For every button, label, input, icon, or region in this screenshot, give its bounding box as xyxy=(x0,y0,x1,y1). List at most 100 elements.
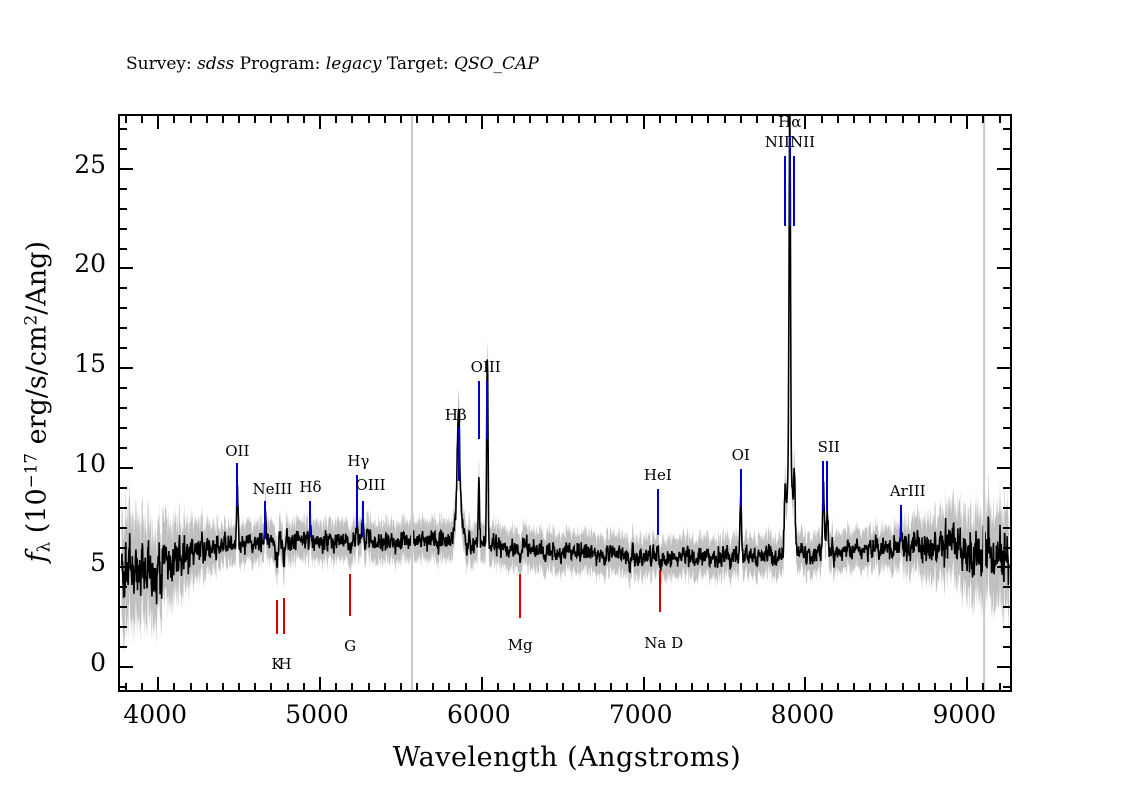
x-tick xyxy=(221,683,224,690)
y-tick-right xyxy=(1003,287,1010,290)
x-tick-top xyxy=(966,116,969,129)
x-tick-top xyxy=(755,116,758,123)
y-tick xyxy=(120,466,133,469)
emission-line-tick xyxy=(739,468,742,507)
x-tick xyxy=(254,683,257,690)
absorption-line-label: Na D xyxy=(644,634,684,653)
emission-line-label: SII xyxy=(817,437,840,456)
x-tick xyxy=(367,683,370,690)
x-tick xyxy=(399,683,402,690)
x-tick xyxy=(464,683,467,690)
x-tick xyxy=(594,683,597,690)
x-tick xyxy=(302,683,305,690)
x-tick-top xyxy=(950,116,953,123)
spectrum-plot: OII NeIII Hδ Hγ OIII Hβ OIII HeI OI NII Hα NII SII Ar… xyxy=(118,112,1012,692)
x-tick-top xyxy=(513,116,516,123)
emission-line-label: OIII xyxy=(355,475,386,494)
absorption-line-tick xyxy=(519,574,522,619)
x-tick xyxy=(610,683,613,690)
y-tick xyxy=(120,686,127,688)
emission-line-tick xyxy=(784,155,787,226)
emission-line-tick xyxy=(788,135,791,226)
header-line-survey: Survey: sdss Program: legacy Target: QSO… xyxy=(126,54,539,74)
x-tick xyxy=(707,683,710,690)
y-tick xyxy=(120,167,133,170)
x-tick xyxy=(998,683,1001,690)
y-tick xyxy=(120,566,133,569)
x-tick-top xyxy=(982,116,985,123)
x-tick-label: 8000 xyxy=(770,700,835,729)
x-tick-label: 9000 xyxy=(932,700,997,729)
x-tick xyxy=(869,683,872,690)
x-tick xyxy=(739,683,742,690)
x-tick xyxy=(917,683,920,690)
x-tick xyxy=(448,683,451,690)
x-tick xyxy=(966,677,969,690)
y-tick-right xyxy=(997,167,1010,170)
x-tick xyxy=(351,683,354,690)
x-tick-top xyxy=(480,116,483,129)
y-tick-right xyxy=(1003,207,1010,210)
emission-line-tick xyxy=(656,488,659,535)
emission-line-label: NeIII xyxy=(252,479,293,498)
y-tick xyxy=(120,267,133,270)
emission-line-label: OII xyxy=(225,441,250,460)
y-tick xyxy=(120,406,127,409)
y-tick xyxy=(120,426,127,429)
emission-line-label: NII xyxy=(764,132,790,151)
emission-line-label: Hα xyxy=(778,112,802,131)
x-tick-top xyxy=(626,116,629,123)
x-tick xyxy=(626,683,629,690)
x-tick xyxy=(675,683,678,690)
emission-line-tick xyxy=(793,155,796,226)
x-tick-top xyxy=(658,116,661,123)
x-tick xyxy=(561,683,564,690)
y-tick xyxy=(120,626,127,629)
y-tick xyxy=(120,367,133,370)
y-tick xyxy=(120,287,127,290)
program-value: legacy xyxy=(325,54,382,74)
x-tick xyxy=(513,683,516,690)
emission-line-tick xyxy=(309,500,312,537)
x-tick-top xyxy=(561,116,564,123)
x-tick xyxy=(642,677,645,690)
x-tick xyxy=(157,677,160,690)
emission-line-tick xyxy=(264,500,267,539)
x-tick-top xyxy=(610,116,613,123)
x-tick-top xyxy=(464,116,467,123)
y-tick-right xyxy=(1003,646,1010,649)
x-axis-title: Wavelength (Angstroms) xyxy=(392,742,742,773)
emission-line-tick xyxy=(826,460,829,511)
x-tick-top xyxy=(221,116,224,123)
error-band xyxy=(121,116,1010,653)
y-tick xyxy=(120,307,127,310)
y-tick xyxy=(120,446,127,449)
x-tick xyxy=(772,683,775,690)
x-tick xyxy=(836,683,839,690)
x-tick-top xyxy=(335,116,338,123)
x-tick-top xyxy=(853,116,856,123)
y-tick-right xyxy=(1003,227,1010,230)
emission-line-tick xyxy=(822,460,825,511)
x-tick xyxy=(658,683,661,690)
emission-line-label: OI xyxy=(731,445,750,464)
x-tick xyxy=(529,683,532,690)
emission-line-label: HeI xyxy=(643,465,672,484)
absorption-line-tick xyxy=(275,600,278,635)
y-tick xyxy=(120,327,127,330)
y-tick-label: 20 xyxy=(74,249,106,279)
x-tick-top xyxy=(189,116,192,123)
y-tick-right xyxy=(1003,406,1010,409)
y-tick-right xyxy=(1003,686,1010,688)
x-tick xyxy=(480,677,483,690)
x-tick xyxy=(691,683,694,690)
x-tick-top xyxy=(351,116,354,123)
y-tick-right xyxy=(997,267,1010,270)
x-tick xyxy=(189,683,192,690)
x-tick-top xyxy=(772,116,775,123)
absorption-line-label: G xyxy=(344,637,357,656)
emission-line-label: NII xyxy=(790,132,816,151)
x-tick-top xyxy=(302,116,305,123)
emission-line-tick xyxy=(457,426,460,481)
y-tick xyxy=(120,387,127,390)
